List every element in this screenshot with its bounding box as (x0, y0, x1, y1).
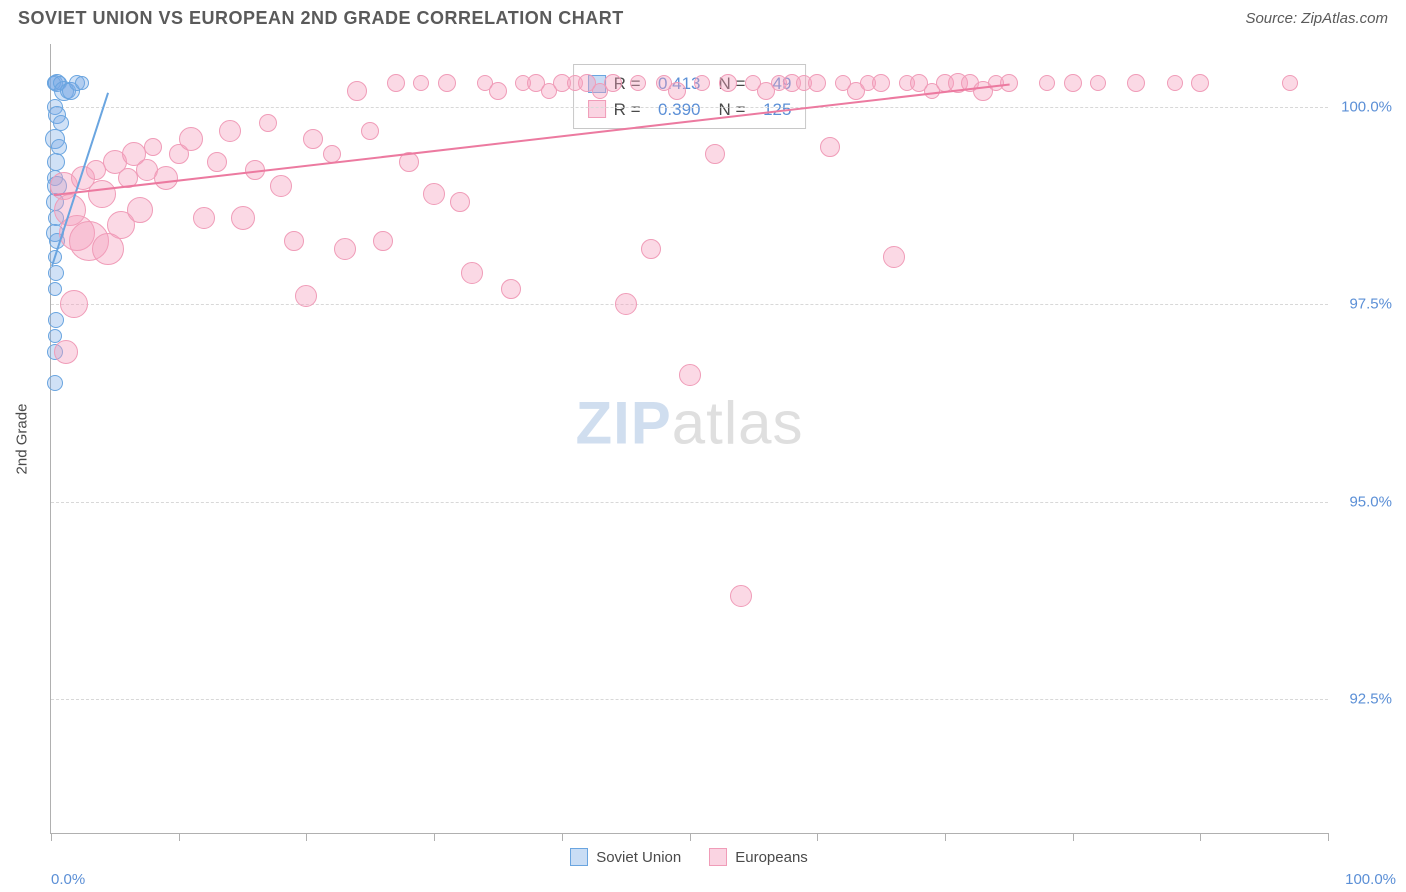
series-legend-label: Europeans (735, 849, 808, 866)
x-tick (179, 833, 180, 841)
data-point (694, 75, 710, 91)
y-tick-label: 92.5% (1332, 690, 1392, 707)
plot-area: ZIPatlas R =0.413N =49R =0.390N =125 0.0… (50, 44, 1328, 834)
data-point (1039, 75, 1055, 91)
data-point (668, 82, 686, 100)
data-point (347, 81, 367, 101)
x-tick (690, 833, 691, 841)
data-point (1064, 74, 1082, 92)
data-point (54, 340, 78, 364)
gridline-h (51, 107, 1328, 108)
data-point (604, 74, 622, 92)
gridline-h (51, 304, 1328, 305)
x-tick (1200, 833, 1201, 841)
data-point (820, 137, 840, 157)
x-tick (51, 833, 52, 841)
data-point (883, 246, 905, 268)
data-point (373, 231, 393, 251)
data-point (423, 183, 445, 205)
data-point (679, 364, 701, 386)
chart-area: 2nd Grade ZIPatlas R =0.413N =49R =0.390… (50, 44, 1396, 834)
data-point (51, 139, 67, 155)
data-point (75, 76, 89, 90)
data-point (259, 114, 277, 132)
legend-swatch (588, 100, 606, 118)
data-point (127, 197, 153, 223)
legend-swatch (570, 848, 588, 866)
legend-r-value: 0.390 (649, 97, 701, 123)
x-tick (1073, 833, 1074, 841)
x-tick (434, 833, 435, 841)
data-point (179, 127, 203, 151)
gridline-h (51, 502, 1328, 503)
chart-header: SOVIET UNION VS EUROPEAN 2ND GRADE CORRE… (0, 0, 1406, 41)
data-point (615, 293, 637, 315)
data-point (295, 285, 317, 307)
data-point (361, 122, 379, 140)
legend-row: R =0.390N =125 (588, 97, 792, 123)
legend-swatch (709, 848, 727, 866)
data-point (207, 152, 227, 172)
data-point (1191, 74, 1209, 92)
data-point (1167, 75, 1183, 91)
watermark-atlas: atlas (672, 389, 804, 456)
chart-title: SOVIET UNION VS EUROPEAN 2ND GRADE CORRE… (18, 8, 624, 29)
x-tick (1328, 833, 1329, 841)
x-max-label: 100.0% (1345, 871, 1396, 888)
x-min-label: 0.0% (51, 871, 85, 888)
data-point (48, 312, 64, 328)
series-legend-item: Soviet Union (570, 848, 681, 866)
data-point (730, 585, 752, 607)
data-point (154, 166, 178, 190)
data-point (719, 74, 737, 92)
data-point (48, 265, 64, 281)
data-point (88, 180, 116, 208)
x-tick (817, 833, 818, 841)
chart-source: Source: ZipAtlas.com (1245, 10, 1388, 27)
data-point (705, 144, 725, 164)
data-point (47, 375, 63, 391)
y-axis-label: 2nd Grade (14, 404, 31, 475)
data-point (231, 206, 255, 230)
data-point (47, 153, 65, 171)
data-point (450, 192, 470, 212)
x-tick (945, 833, 946, 841)
y-tick-label: 97.5% (1332, 296, 1392, 313)
data-point (438, 74, 456, 92)
data-point (193, 207, 215, 229)
y-tick-label: 95.0% (1332, 493, 1392, 510)
y-tick-label: 100.0% (1332, 99, 1392, 116)
data-point (489, 82, 507, 100)
data-point (1282, 75, 1298, 91)
data-point (270, 175, 292, 197)
data-point (334, 238, 356, 260)
x-tick (306, 833, 307, 841)
data-point (630, 75, 646, 91)
data-point (303, 129, 323, 149)
data-point (413, 75, 429, 91)
data-point (284, 231, 304, 251)
data-point (48, 282, 62, 296)
legend-r-label: R = (614, 97, 641, 123)
series-legend-label: Soviet Union (596, 849, 681, 866)
data-point (461, 262, 483, 284)
series-legend: Soviet Union Europeans (50, 848, 1328, 866)
data-point (641, 239, 661, 259)
watermark: ZIPatlas (575, 388, 803, 457)
data-point (1090, 75, 1106, 91)
data-point (872, 74, 890, 92)
watermark-zip: ZIP (575, 389, 671, 456)
data-point (808, 74, 826, 92)
data-point (219, 120, 241, 142)
x-tick (562, 833, 563, 841)
data-point (501, 279, 521, 299)
gridline-h (51, 699, 1328, 700)
data-point (144, 138, 162, 156)
series-legend-item: Europeans (709, 848, 808, 866)
data-point (387, 74, 405, 92)
data-point (60, 290, 88, 318)
data-point (1127, 74, 1145, 92)
